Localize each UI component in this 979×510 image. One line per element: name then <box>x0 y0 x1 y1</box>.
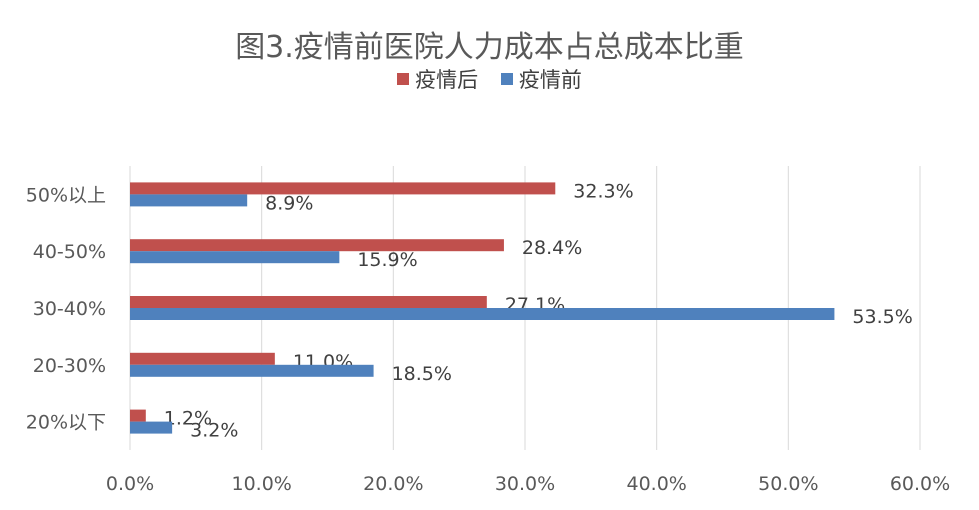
x-tick-label-6: 60.0% <box>890 473 950 495</box>
x-tick-label-2: 20.0% <box>363 473 423 495</box>
bar-after-3 <box>130 352 275 365</box>
x-tick-label-0: 0.0% <box>106 473 154 495</box>
legend-item-before: 疫情前 <box>500 64 582 94</box>
legend-swatch-before <box>500 73 513 85</box>
legend-swatch-after <box>397 73 410 85</box>
bar-before-2 <box>130 308 835 320</box>
category-label-1: 40-50% <box>33 241 106 263</box>
bar-before-4 <box>130 421 173 434</box>
legend-label-after: 疫情后 <box>415 68 479 92</box>
category-label-2: 30-40% <box>33 298 106 320</box>
data-label-before-1: 15.9% <box>357 249 417 271</box>
x-tick-label-5: 50.0% <box>758 473 818 495</box>
category-label-3: 20-30% <box>33 355 106 377</box>
category-label-0: 50%以上 <box>26 184 106 206</box>
data-label-after-4: 1.2% <box>164 408 212 430</box>
x-tick-label-1: 10.0% <box>231 473 291 495</box>
legend-item-after: 疫情后 <box>397 64 478 94</box>
bar-after-4 <box>130 409 146 422</box>
bar-before-0 <box>130 194 248 207</box>
bar-before-3 <box>130 364 374 377</box>
data-label-before-4: 3.2% <box>190 420 238 442</box>
data-label-before-2: 53.5% <box>852 306 912 328</box>
x-tick-label-3: 30.0% <box>495 473 555 495</box>
data-label-after-0: 32.3% <box>573 180 633 202</box>
bar-after-1 <box>130 239 504 252</box>
legend: 疫情后 疫情前 <box>0 64 979 94</box>
chart-title: 图3.疫情前医院人力成本占总成本比重 <box>235 30 744 65</box>
bar-before-1 <box>130 251 340 264</box>
data-label-before-0: 8.9% <box>265 192 313 214</box>
data-label-before-3: 18.5% <box>392 363 452 385</box>
bar-after-2 <box>130 296 487 308</box>
bar-after-0 <box>130 182 556 195</box>
x-tick-label-4: 40.0% <box>626 473 686 495</box>
category-label-4: 20%以下 <box>26 412 106 434</box>
data-label-after-1: 28.4% <box>522 237 582 259</box>
legend-label-before: 疫情前 <box>518 68 582 92</box>
